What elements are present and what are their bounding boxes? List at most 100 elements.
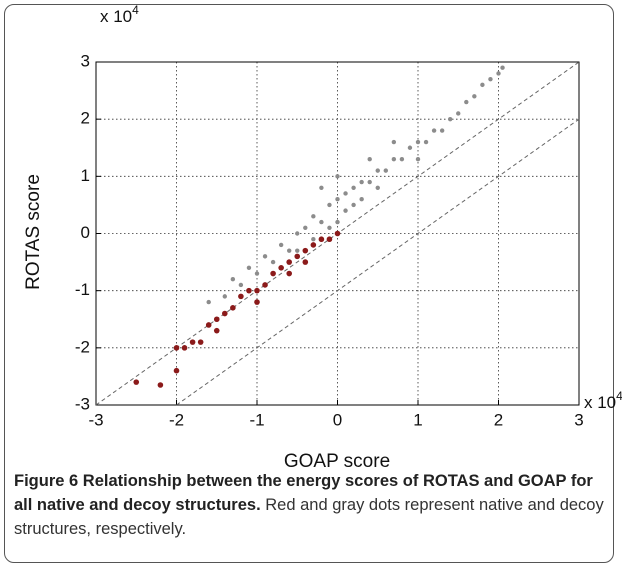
point [278, 265, 284, 271]
point [375, 168, 380, 173]
y-axis-label: ROTAS score [23, 174, 44, 290]
point [181, 345, 188, 351]
plot-border [95, 61, 580, 406]
point [318, 236, 325, 243]
point [262, 254, 268, 259]
point [287, 248, 292, 253]
point [246, 265, 252, 270]
point [472, 94, 477, 99]
point [189, 339, 196, 345]
point [327, 202, 332, 208]
point [383, 168, 388, 173]
point [375, 185, 380, 190]
chart: x 104 x 104 GOAP score ROTAS score -3 -2-… [23, 3, 622, 469]
point [254, 299, 260, 305]
point [431, 128, 437, 133]
x-tick-label: 2 [494, 410, 503, 429]
point [351, 185, 356, 190]
point [415, 139, 421, 145]
point [367, 156, 372, 162]
point [302, 259, 309, 265]
point [238, 293, 244, 300]
point [335, 219, 340, 225]
x-tick-label: 3 [574, 410, 583, 429]
point [173, 367, 180, 374]
point [173, 345, 180, 351]
point [488, 76, 493, 82]
point [423, 139, 429, 145]
point [230, 277, 236, 282]
point [335, 174, 340, 179]
x-multiplier-exponent: 4 [616, 389, 622, 403]
point [327, 225, 332, 230]
point [295, 248, 300, 253]
point [157, 382, 164, 388]
point [464, 99, 469, 105]
point [335, 197, 340, 202]
point [351, 202, 356, 208]
x-axis-label: GOAP score [284, 451, 390, 469]
y-tick-label: 3 [81, 51, 90, 70]
point [391, 156, 397, 162]
y-tick-label: 0 [81, 223, 90, 242]
point [133, 379, 140, 385]
point [359, 197, 364, 202]
point [311, 237, 316, 242]
point [448, 116, 453, 122]
x-multiplier-base: x 10 [584, 393, 616, 412]
point [415, 156, 421, 162]
point [197, 339, 204, 345]
point [270, 270, 276, 277]
point [334, 230, 341, 237]
point [500, 65, 505, 70]
point [213, 316, 220, 323]
y-tick-label: -2 [75, 337, 90, 356]
point [286, 270, 293, 277]
point [262, 282, 268, 288]
point [326, 236, 333, 243]
x-tick-label: -3 [88, 410, 103, 429]
point [359, 179, 364, 185]
point [286, 259, 293, 265]
point [343, 208, 348, 213]
point [303, 225, 308, 230]
point [391, 139, 397, 145]
point [439, 128, 445, 133]
point [206, 299, 211, 305]
x-multiplier: x 104 [584, 389, 622, 412]
point [254, 287, 260, 294]
y-multiplier-exponent: 4 [132, 3, 139, 17]
point [319, 219, 324, 225]
x-tick-label: -1 [249, 410, 264, 429]
point [399, 156, 405, 162]
caption-text: Red and gray dots represent native and d… [14, 496, 604, 538]
point [270, 259, 276, 265]
x-tick-label: 1 [413, 410, 422, 429]
caption-title: Relationship between the energy scores o… [14, 472, 593, 514]
point [319, 185, 324, 190]
point [367, 179, 372, 185]
y-tick-label: -1 [75, 280, 90, 299]
point [310, 242, 317, 248]
y-tick-label: 2 [81, 109, 90, 128]
point [343, 191, 348, 196]
point [205, 322, 212, 328]
point [302, 247, 309, 254]
point [456, 111, 461, 116]
caption: Figure 6 Relationship between the energy… [14, 469, 604, 541]
y-tick-label: -3 [75, 394, 90, 413]
point [222, 310, 228, 317]
point [246, 287, 252, 294]
figure-frame [4, 4, 614, 563]
point [278, 242, 284, 248]
x-tick-label: 0 [333, 410, 342, 429]
point [254, 271, 260, 276]
point [295, 231, 300, 236]
y-multiplier: x 104 [100, 3, 139, 26]
point [480, 82, 485, 88]
point [230, 305, 236, 311]
point [222, 294, 227, 299]
point [238, 282, 244, 288]
x-tick-label: -2 [169, 410, 184, 429]
point [213, 327, 220, 334]
